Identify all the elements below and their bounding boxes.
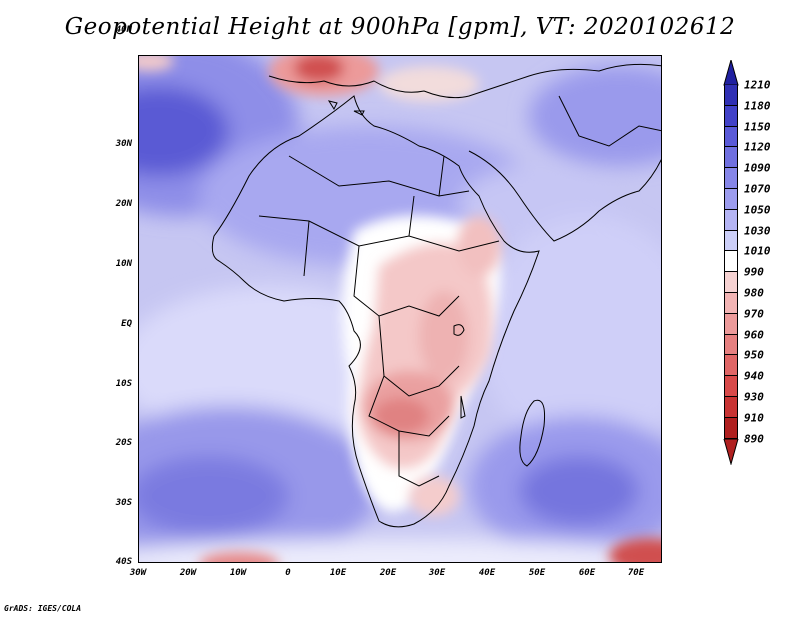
legend-label: 890 [744, 432, 764, 446]
lat-label-20n: 20N [115, 199, 132, 209]
lon-label-10e: 10E [329, 568, 347, 578]
legend-label: 990 [744, 265, 764, 279]
lat-label-10s: 10S [115, 379, 132, 389]
lat-label-30s: 30S [115, 498, 132, 508]
legend-swatch [724, 417, 738, 439]
lat-label-10n: 10N [115, 259, 132, 269]
field-kalahari-low [409, 476, 459, 516]
lon-label-30e: 30E [428, 568, 446, 578]
arabia-coast [468, 150, 661, 242]
border-6 [398, 431, 440, 487]
legend-swatch [724, 230, 738, 252]
lake-malawi [460, 395, 466, 419]
legend-swatch [724, 189, 738, 210]
field-african-low-deep [373, 398, 429, 434]
legend-label: 1050 [744, 203, 771, 217]
lon-label-70e: 70E [627, 568, 645, 578]
border-1 [288, 155, 470, 197]
legend-label: 970 [744, 307, 764, 321]
madagascar [519, 399, 545, 467]
field-se-low [609, 538, 661, 562]
legend-swatch [724, 334, 738, 356]
legend-label: 1030 [744, 224, 771, 238]
legend-label: 1150 [744, 120, 771, 134]
coastlines [211, 63, 661, 528]
legend-label: 940 [744, 369, 764, 383]
lon-label-20e: 20E [379, 568, 397, 578]
field-atlantic-high [139, 86, 229, 176]
lon-label-40e: 40E [478, 568, 496, 578]
legend-swatch [724, 168, 738, 189]
color-legend: 1210 1180 1150 1120 1090 1070 1050 1030 1010 990 9… [723, 60, 794, 560]
lon-label-10w: 10W [229, 568, 247, 578]
border-4 [378, 315, 460, 397]
legend-swatch [724, 313, 738, 335]
lat-label-30n: 30N [115, 139, 132, 149]
legend-label: 930 [744, 390, 764, 404]
legend-swatch [724, 355, 738, 377]
lon-label-30w: 30W [129, 568, 147, 578]
legend-swatch [724, 126, 738, 148]
legend-swatch [724, 147, 738, 169]
legend-swatch [724, 293, 738, 314]
legend-label: 1180 [744, 99, 771, 113]
legend-top-arrow [723, 60, 739, 86]
legend-label: 1010 [744, 244, 771, 258]
field-ne-high [529, 66, 661, 166]
lat-label-20s: 20S [115, 438, 132, 448]
legend-swatch [724, 85, 738, 106]
field-europe-low-core [294, 56, 344, 82]
legend-swatch [724, 397, 738, 418]
legend-label: 1120 [744, 140, 771, 154]
field-nw-corner-low [139, 56, 174, 71]
field-sw-low [199, 552, 279, 562]
europe-coast [268, 63, 661, 99]
legend-swatch [724, 209, 738, 231]
field-s-atlantic-high [139, 456, 289, 536]
lat-label-40n: 40N [115, 25, 132, 35]
grads-credit: GrADS: IGES/COLA [4, 604, 82, 613]
geopotential-height-map [138, 55, 662, 563]
legend-swatch [724, 251, 738, 273]
lake-victoria [453, 324, 465, 336]
field-s-indian-high [519, 456, 639, 526]
lon-label-20w: 20W [179, 568, 197, 578]
legend-swatch [724, 105, 738, 127]
med-islands [327, 100, 365, 116]
lon-label-50e: 50E [528, 568, 546, 578]
legend-swatch [724, 272, 738, 293]
legend-label: 950 [744, 348, 764, 362]
lat-label-eq: EQ [121, 319, 132, 329]
legend-label: 910 [744, 411, 764, 425]
africa-coastline [211, 95, 540, 528]
lon-label-60e: 60E [578, 568, 596, 578]
legend-bottom-arrow [723, 438, 739, 465]
map-plot [139, 56, 661, 562]
lat-label-40s: 40S [115, 557, 132, 567]
field-rift-low [419, 291, 469, 381]
legend-swatch [724, 376, 738, 397]
map-title: Geopotential Height at 900hPa [gpm], VT:… [64, 14, 736, 40]
legend-label: 1090 [744, 161, 771, 175]
border-2 [258, 215, 500, 252]
legend-label: 1070 [744, 182, 771, 196]
field-indian-light [479, 216, 661, 456]
legend-label: 1210 [744, 78, 771, 92]
lon-label-0: 0 [285, 568, 291, 578]
legend-label: 980 [744, 286, 764, 300]
legend-label: 960 [744, 328, 764, 342]
border-7 [303, 155, 445, 277]
persia-border [558, 95, 661, 147]
border-3 [353, 245, 460, 317]
field-balkan-light [379, 66, 479, 102]
